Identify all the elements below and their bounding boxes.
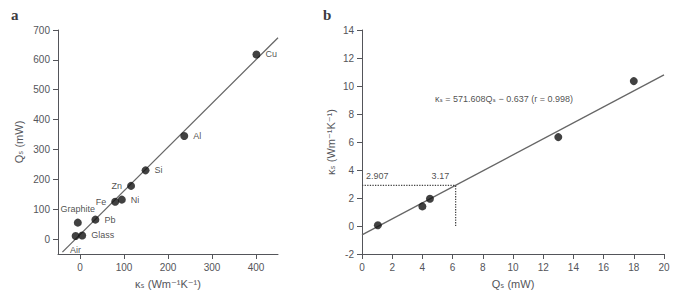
svg-text:12: 12: [538, 262, 550, 273]
svg-text:400: 400: [248, 262, 265, 273]
svg-text:a: a: [11, 7, 19, 23]
svg-text:10: 10: [507, 262, 519, 273]
svg-text:Si: Si: [155, 165, 163, 175]
svg-text:600: 600: [33, 54, 50, 65]
svg-text:400: 400: [33, 114, 50, 125]
svg-text:κₛ = 571.608Qₛ − 0.637 (r = 0.: κₛ = 571.608Qₛ − 0.637 (r = 0.998): [435, 94, 573, 104]
svg-text:300: 300: [33, 144, 50, 155]
svg-text:0: 0: [359, 262, 365, 273]
svg-text:Graphite: Graphite: [61, 204, 96, 214]
svg-text:14: 14: [343, 25, 355, 36]
svg-text:κₛ (Wm⁻¹K⁻¹): κₛ (Wm⁻¹K⁻¹): [325, 109, 337, 175]
svg-text:Air: Air: [70, 245, 81, 255]
svg-text:8: 8: [480, 262, 486, 273]
svg-text:κₛ (Wm⁻¹K⁻¹): κₛ (Wm⁻¹K⁻¹): [135, 278, 201, 290]
svg-text:Qₛ (mW): Qₛ (mW): [13, 121, 25, 164]
svg-text:10: 10: [343, 81, 355, 92]
svg-text:6: 6: [450, 262, 456, 273]
svg-text:Zn: Zn: [112, 181, 123, 191]
svg-text:2.907: 2.907: [366, 171, 389, 181]
svg-text:200: 200: [33, 174, 50, 185]
svg-text:4: 4: [348, 165, 354, 176]
svg-text:Fe: Fe: [96, 197, 107, 207]
svg-text:Ni: Ni: [131, 195, 140, 205]
svg-text:20: 20: [658, 262, 670, 273]
svg-text:14: 14: [568, 262, 580, 273]
svg-text:100: 100: [116, 262, 133, 273]
svg-text:16: 16: [598, 262, 610, 273]
svg-text:2: 2: [389, 262, 395, 273]
svg-text:0: 0: [348, 221, 354, 232]
svg-text:18: 18: [628, 262, 640, 273]
svg-text:700: 700: [33, 25, 50, 36]
svg-text:6: 6: [348, 137, 354, 148]
svg-text:2: 2: [348, 193, 354, 204]
svg-text:Al: Al: [193, 131, 201, 141]
svg-text:0: 0: [44, 234, 50, 245]
svg-text:Qₛ (mW): Qₛ (mW): [492, 278, 535, 290]
svg-text:b: b: [323, 7, 331, 23]
svg-text:0: 0: [77, 262, 83, 273]
svg-text:8: 8: [348, 109, 354, 120]
svg-text:Cu: Cu: [265, 49, 277, 59]
svg-text:12: 12: [343, 53, 355, 64]
svg-text:200: 200: [160, 262, 177, 273]
svg-text:500: 500: [33, 84, 50, 95]
svg-text:4: 4: [420, 262, 426, 273]
svg-text:Glass: Glass: [91, 230, 115, 240]
svg-text:3.17: 3.17: [432, 171, 450, 181]
svg-text:Pb: Pb: [104, 215, 115, 225]
svg-text:100: 100: [33, 204, 50, 215]
svg-text:-2: -2: [345, 249, 354, 260]
svg-text:300: 300: [204, 262, 221, 273]
